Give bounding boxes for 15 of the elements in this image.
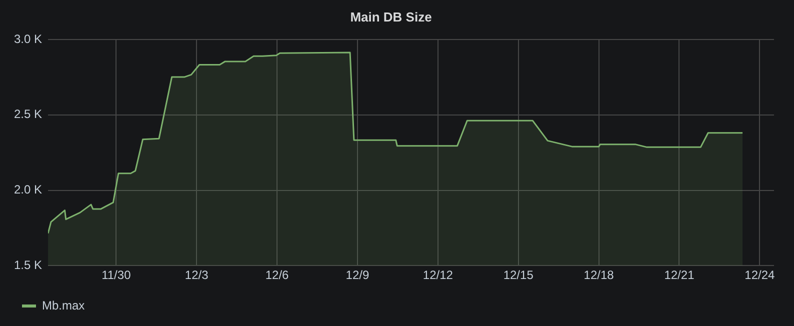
y-tick-label: 3.0 K — [14, 32, 42, 46]
y-tick-label: 2.0 K — [14, 182, 42, 197]
y-tick-label: 2.5 K — [14, 107, 42, 122]
x-tick-label: 12/9 — [346, 268, 370, 282]
x-tick-label: 12/6 — [265, 268, 290, 282]
legend-label: Mb.max — [42, 298, 85, 312]
x-tick-label: 12/15 — [503, 268, 534, 282]
x-tick-label: 12/24 — [744, 268, 776, 282]
x-tick-label: 12/18 — [584, 268, 614, 282]
x-tick-label: 12/21 — [664, 268, 695, 282]
x-tick-label: 11/30 — [102, 268, 132, 282]
x-tick-label: 12/12 — [422, 268, 454, 282]
y-tick-label: 1.5 K — [14, 258, 42, 272]
chart-title: Main DB Size — [350, 9, 432, 24]
x-tick-label: 12/3 — [184, 268, 209, 282]
